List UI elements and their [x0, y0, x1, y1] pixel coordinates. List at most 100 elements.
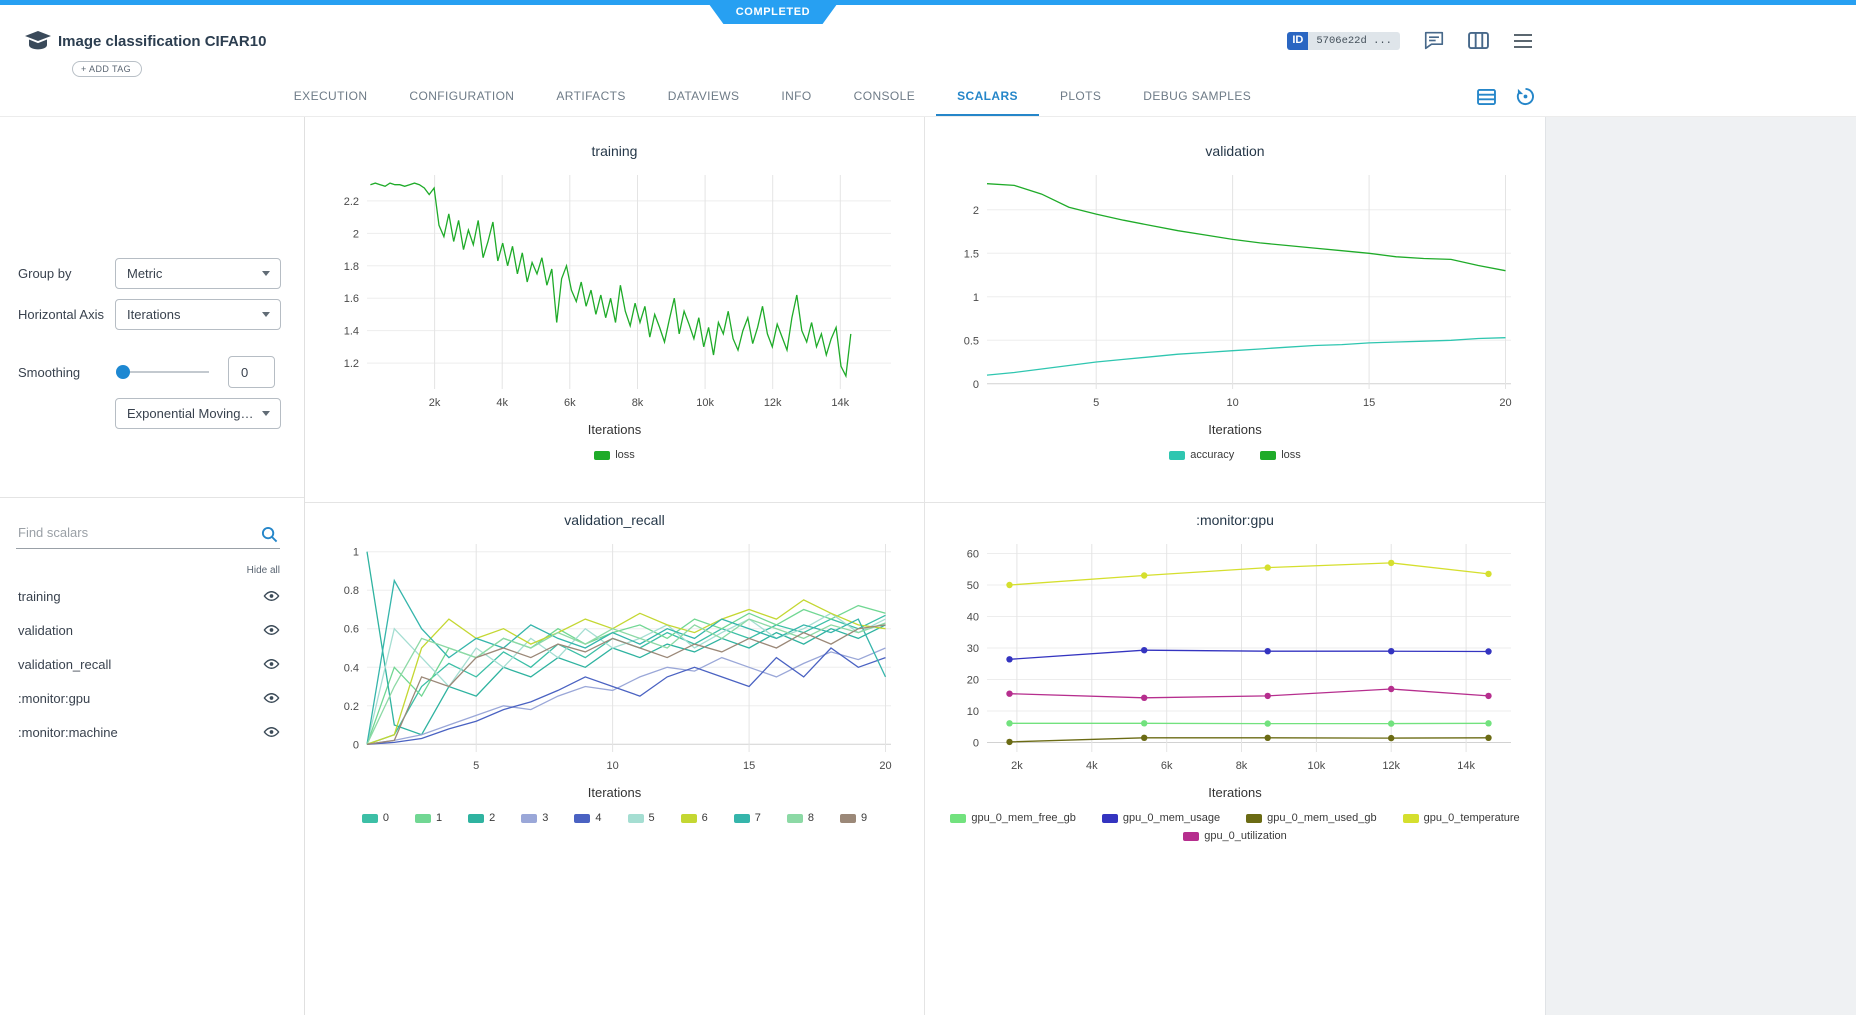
eye-icon[interactable]	[263, 658, 280, 670]
columns-icon[interactable]	[1468, 32, 1489, 49]
chart-plot[interactable]: 1.21.41.61.822.22k4k6k8k10k12k14k	[323, 169, 907, 413]
tab-execution[interactable]: EXECUTION	[273, 77, 389, 116]
tab-plots[interactable]: PLOTS	[1039, 77, 1122, 116]
legend-label: 2	[489, 812, 495, 824]
legend-item[interactable]: loss	[594, 449, 635, 461]
legend-item[interactable]: 0	[362, 812, 389, 824]
legend-item[interactable]: 7	[734, 812, 761, 824]
tab-scalars[interactable]: SCALARS	[936, 77, 1039, 116]
slider-thumb[interactable]	[116, 365, 130, 379]
eye-icon[interactable]	[263, 692, 280, 704]
svg-text:0.4: 0.4	[343, 662, 358, 674]
svg-text:10: 10	[1226, 397, 1238, 409]
legend-label: 5	[649, 812, 655, 824]
svg-text:5: 5	[473, 760, 479, 772]
tab-debug-samples[interactable]: DEBUG SAMPLES	[1122, 77, 1272, 116]
legend-item[interactable]: 5	[628, 812, 655, 824]
eye-icon[interactable]	[263, 726, 280, 738]
legend-item[interactable]: gpu_0_mem_used_gb	[1246, 812, 1376, 824]
id-value: 5706e22d ...	[1308, 32, 1400, 50]
refresh-icon[interactable]	[1516, 87, 1535, 106]
list-item[interactable]: :monitor:machine	[0, 715, 304, 749]
list-item[interactable]: training	[0, 579, 304, 613]
svg-text:1.8: 1.8	[343, 261, 358, 273]
legend-item[interactable]: loss	[1260, 449, 1301, 461]
legend-item[interactable]: 9	[840, 812, 867, 824]
smoothing-slider[interactable]	[117, 371, 209, 373]
legend-label: 8	[808, 812, 814, 824]
svg-text:15: 15	[742, 760, 754, 772]
svg-text:14k: 14k	[831, 397, 849, 409]
smoothing-value-input[interactable]	[228, 356, 275, 388]
chart-x-axis-label: Iterations	[1208, 785, 1261, 800]
app-logo-icon[interactable]	[24, 30, 52, 59]
legend-item[interactable]: accuracy	[1169, 449, 1234, 461]
svg-text:2.2: 2.2	[343, 196, 358, 208]
svg-text:0: 0	[973, 379, 979, 391]
svg-text:8k: 8k	[631, 397, 643, 409]
tab-artifacts[interactable]: ARTIFACTS	[535, 77, 646, 116]
eye-icon[interactable]	[263, 590, 280, 602]
metric-label: validation_recall	[18, 657, 111, 672]
chart-legend: gpu_0_mem_free_gb gpu_0_mem_usage gpu_0_me…	[943, 812, 1527, 842]
legend-item[interactable]: 3	[521, 812, 548, 824]
legend-item[interactable]: gpu_0_utilization	[1183, 830, 1287, 842]
experiment-id-badge[interactable]: ID 5706e22d ...	[1287, 32, 1400, 50]
legend-item[interactable]: gpu_0_mem_usage	[1102, 812, 1220, 824]
legend-item[interactable]: 8	[787, 812, 814, 824]
legend-swatch	[574, 814, 590, 823]
svg-text:2: 2	[352, 228, 358, 240]
list-item[interactable]: validation	[0, 613, 304, 647]
search-input[interactable]	[16, 519, 280, 549]
search-icon[interactable]	[261, 526, 278, 548]
chart-title: :monitor:gpu	[1196, 512, 1274, 532]
eye-icon[interactable]	[263, 624, 280, 636]
sidebar-divider	[0, 497, 304, 498]
svg-text:0.5: 0.5	[964, 335, 979, 347]
svg-text:0.6: 0.6	[343, 624, 358, 636]
chart-x-axis-label: Iterations	[588, 785, 641, 800]
svg-text:6k: 6k	[1161, 760, 1173, 772]
legend-item[interactable]: 6	[681, 812, 708, 824]
legend-swatch	[950, 814, 966, 823]
legend-label: gpu_0_mem_free_gb	[971, 812, 1076, 824]
group-by-label: Group by	[18, 266, 71, 281]
legend-label: 9	[861, 812, 867, 824]
legend-item[interactable]: 4	[574, 812, 601, 824]
hide-all-button[interactable]: Hide all	[247, 565, 280, 576]
legend-label: 1	[436, 812, 442, 824]
legend-item[interactable]: 2	[468, 812, 495, 824]
smoothing-label: Smoothing	[18, 365, 80, 380]
group-by-value: Metric	[127, 266, 162, 281]
comment-icon[interactable]	[1424, 31, 1444, 50]
chart-plot[interactable]: 00.20.40.60.815101520	[323, 538, 907, 776]
tab-configuration[interactable]: CONFIGURATION	[388, 77, 535, 116]
chart-x-axis-label: Iterations	[1208, 422, 1261, 437]
svg-text:0.2: 0.2	[343, 701, 358, 713]
legend-swatch	[415, 814, 431, 823]
svg-text:14k: 14k	[1457, 760, 1475, 772]
legend-swatch	[1246, 814, 1262, 823]
legend-item[interactable]: 1	[415, 812, 442, 824]
tab-info[interactable]: INFO	[760, 77, 832, 116]
add-tag-button[interactable]: + ADD TAG	[72, 61, 142, 77]
legend-item[interactable]: gpu_0_temperature	[1403, 812, 1520, 824]
tab-dataviews[interactable]: DATAVIEWS	[647, 77, 761, 116]
legend-item[interactable]: gpu_0_mem_free_gb	[950, 812, 1076, 824]
table-view-icon[interactable]	[1477, 89, 1496, 105]
chart-plot[interactable]: 00.511.525101520	[943, 169, 1527, 413]
group-by-select[interactable]: Metric	[115, 258, 281, 289]
chart-plot[interactable]: 01020304050602k4k6k8k10k12k14k	[943, 538, 1527, 776]
list-item[interactable]: :monitor:gpu	[0, 681, 304, 715]
tab-console[interactable]: CONSOLE	[833, 77, 936, 116]
metric-label: :monitor:machine	[18, 725, 118, 740]
smoothing-type-value: Exponential Moving Av...	[127, 406, 256, 421]
list-item[interactable]: validation_recall	[0, 647, 304, 681]
status-ribbon: COMPLETED	[706, 0, 840, 24]
horizontal-axis-select[interactable]: Iterations	[115, 299, 281, 330]
smoothing-type-select[interactable]: Exponential Moving Av...	[115, 398, 281, 429]
tab-bar: EXECUTION CONFIGURATION ARTIFACTS DATAVI…	[0, 77, 1856, 117]
legend-swatch	[1260, 451, 1276, 460]
svg-text:60: 60	[967, 549, 979, 561]
menu-icon[interactable]	[1513, 33, 1533, 49]
